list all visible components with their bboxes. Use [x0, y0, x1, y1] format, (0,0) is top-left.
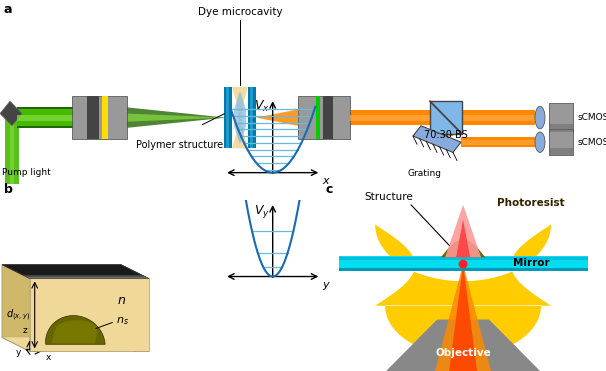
Polygon shape	[2, 265, 121, 337]
Bar	[224, 87, 232, 148]
Bar	[549, 103, 573, 132]
Bar	[462, 111, 535, 125]
Circle shape	[459, 260, 468, 269]
Polygon shape	[234, 91, 246, 144]
Bar	[323, 96, 333, 139]
Polygon shape	[2, 265, 30, 351]
Text: Mirror: Mirror	[513, 258, 550, 268]
Text: a: a	[3, 3, 12, 16]
Text: x: x	[322, 176, 329, 186]
Text: sCMOS: sCMOS	[578, 113, 606, 122]
Bar	[461, 137, 535, 147]
Bar	[339, 257, 588, 260]
Bar	[443, 134, 449, 136]
Polygon shape	[127, 114, 226, 122]
Bar	[250, 87, 253, 148]
Bar	[17, 107, 77, 128]
Ellipse shape	[535, 132, 545, 152]
Text: Objective: Objective	[435, 348, 491, 358]
Bar	[316, 96, 320, 139]
Polygon shape	[441, 239, 485, 257]
Text: $n_s$: $n_s$	[116, 316, 129, 328]
Polygon shape	[256, 109, 298, 126]
Text: Dye microcavity: Dye microcavity	[198, 7, 282, 17]
Text: Pump light: Pump light	[2, 168, 51, 177]
Polygon shape	[375, 224, 551, 356]
Polygon shape	[445, 205, 481, 257]
Polygon shape	[232, 87, 248, 148]
Text: y: y	[322, 280, 329, 290]
Bar	[350, 115, 430, 121]
Polygon shape	[413, 126, 461, 152]
Bar	[248, 87, 256, 148]
Polygon shape	[2, 337, 148, 351]
Polygon shape	[127, 107, 226, 128]
Polygon shape	[30, 279, 148, 351]
Bar	[430, 101, 462, 134]
Bar	[298, 96, 350, 139]
Bar	[439, 134, 453, 136]
Polygon shape	[2, 265, 148, 279]
Polygon shape	[27, 277, 148, 279]
Bar	[17, 109, 77, 126]
Bar	[72, 96, 127, 139]
Bar	[10, 112, 14, 184]
Bar	[549, 148, 573, 155]
Text: y: y	[15, 348, 21, 357]
Polygon shape	[23, 275, 148, 279]
Polygon shape	[435, 264, 491, 371]
Ellipse shape	[535, 106, 545, 129]
Text: n: n	[118, 294, 126, 307]
Polygon shape	[449, 264, 477, 371]
Text: z: z	[23, 326, 28, 335]
Text: Photoresist: Photoresist	[498, 198, 565, 208]
Text: Structure: Structure	[365, 192, 413, 202]
Bar	[17, 115, 77, 121]
Text: Grating: Grating	[408, 169, 442, 178]
Polygon shape	[386, 319, 540, 371]
Text: $V_y$: $V_y$	[254, 203, 270, 220]
Bar	[226, 87, 229, 148]
Text: c: c	[325, 183, 333, 196]
Bar	[102, 96, 108, 139]
Bar	[462, 115, 535, 121]
Text: $V_x$: $V_x$	[254, 99, 270, 114]
Text: x: x	[45, 353, 51, 362]
Bar	[350, 111, 430, 125]
Polygon shape	[45, 279, 134, 351]
Polygon shape	[0, 101, 22, 126]
Polygon shape	[52, 320, 98, 343]
Bar	[339, 268, 588, 271]
Bar	[549, 124, 573, 132]
Bar	[339, 256, 588, 271]
Text: 70:30 BS: 70:30 BS	[424, 130, 468, 140]
Text: sCMOS: sCMOS	[578, 138, 606, 147]
Bar	[461, 140, 535, 145]
Polygon shape	[121, 265, 148, 351]
Polygon shape	[45, 316, 105, 344]
Text: $d_{(x,y)}$: $d_{(x,y)}$	[6, 307, 31, 322]
Bar	[549, 129, 573, 155]
Bar	[5, 112, 19, 184]
Text: b: b	[4, 183, 13, 196]
Bar	[87, 96, 99, 139]
Text: Polymer structure: Polymer structure	[136, 140, 224, 150]
Polygon shape	[456, 220, 470, 257]
